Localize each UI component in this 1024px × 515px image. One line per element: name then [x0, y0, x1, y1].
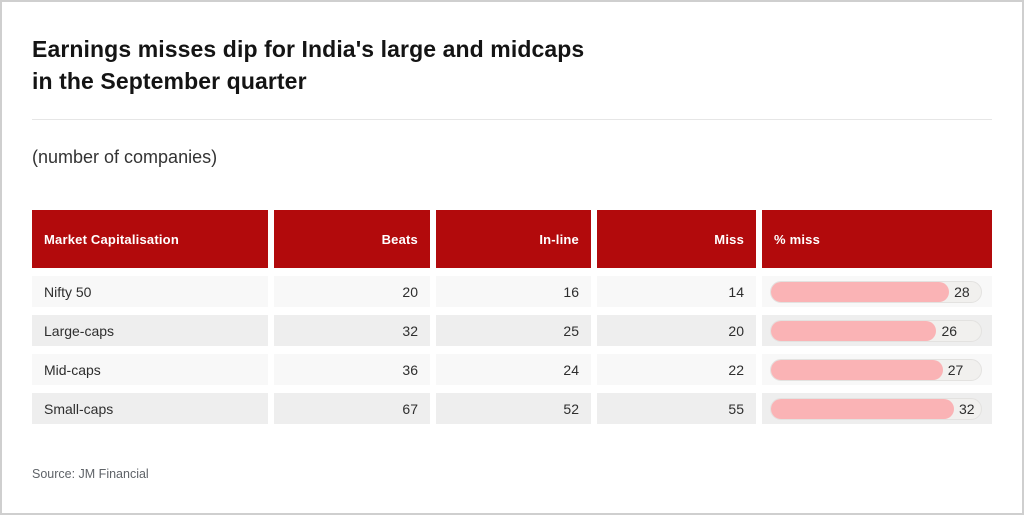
column-header-market-capitalisation: Market Capitalisation — [32, 210, 268, 268]
chart-title: Earnings misses dip for India's large an… — [32, 33, 992, 97]
column-header-pct-miss: % miss — [762, 210, 992, 268]
pct-miss-value: 32 — [959, 400, 975, 417]
chart-subtitle: (number of companies) — [32, 147, 218, 167]
miss-value: 22 — [597, 354, 756, 385]
table-body: Nifty 50 20 16 14 28 Large-caps 32 25 20 26 Mid-ca… — [32, 276, 992, 424]
source-note: Source: JM Financial — [32, 467, 149, 481]
in-line-value: 52 — [436, 393, 591, 424]
pct-miss-bar-track: 27 — [770, 358, 982, 381]
column-header-miss: Miss — [597, 210, 756, 268]
pct-miss-bar-fill — [771, 398, 954, 419]
beats-value: 20 — [274, 276, 430, 307]
miss-value: 14 — [597, 276, 756, 307]
in-line-value: 16 — [436, 276, 591, 307]
in-line-value: 25 — [436, 315, 591, 346]
pct-miss-bar-track: 32 — [770, 397, 982, 420]
row-label: Small-caps — [32, 393, 268, 424]
column-header-in-line: In-line — [436, 210, 591, 268]
chart-title-line1: Earnings misses dip for India's large an… — [32, 36, 585, 62]
miss-value: 55 — [597, 393, 756, 424]
chart-title-line2: in the September quarter — [32, 68, 307, 94]
pct-miss-value: 27 — [947, 361, 964, 378]
row-label: Large-caps — [32, 315, 268, 346]
pct-miss-value: 26 — [941, 322, 958, 339]
pct-miss-cell: 28 — [762, 276, 992, 307]
pct-miss-bar-track: 26 — [770, 319, 982, 342]
in-line-value: 24 — [436, 354, 591, 385]
miss-value: 20 — [597, 315, 756, 346]
pct-miss-bar-track: 28 — [770, 280, 982, 303]
title-divider — [32, 119, 992, 120]
row-label: Nifty 50 — [32, 276, 268, 307]
pct-miss-cell: 27 — [762, 354, 992, 385]
table-row: Large-caps 32 25 20 26 — [32, 315, 992, 346]
beats-value: 67 — [274, 393, 430, 424]
pct-miss-bar-fill — [771, 359, 943, 380]
beats-value: 36 — [274, 354, 430, 385]
beats-value: 32 — [274, 315, 430, 346]
pct-miss-value: 28 — [954, 283, 970, 300]
pct-miss-cell: 32 — [762, 393, 992, 424]
table-header-row: Market Capitalisation Beats In-line Miss… — [32, 210, 992, 268]
earnings-table: Market Capitalisation Beats In-line Miss… — [32, 210, 992, 424]
table-row: Nifty 50 20 16 14 28 — [32, 276, 992, 307]
pct-miss-bar-fill — [771, 281, 950, 302]
table-row: Small-caps 67 52 55 32 — [32, 393, 992, 424]
pct-miss-bar-fill — [771, 320, 937, 341]
pct-miss-cell: 26 — [762, 315, 992, 346]
row-label: Mid-caps — [32, 354, 268, 385]
table-row: Mid-caps 36 24 22 27 — [32, 354, 992, 385]
column-header-beats: Beats — [274, 210, 430, 268]
